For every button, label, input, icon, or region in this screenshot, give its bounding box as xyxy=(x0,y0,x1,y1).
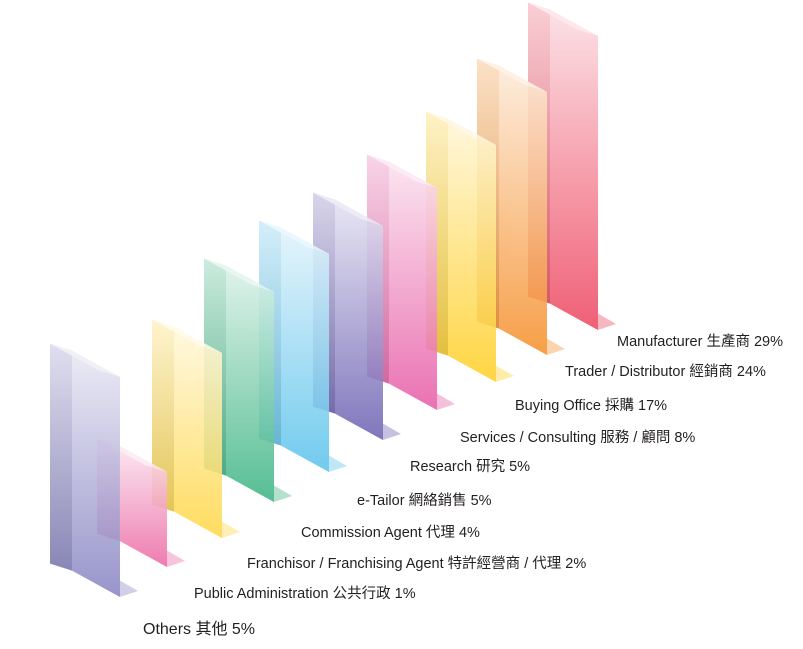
bar-front-face xyxy=(119,445,167,567)
data-label: Franchisor / Franchising Agent 特許經營商 / 代… xyxy=(247,555,586,572)
data-label: Others 其他 5% xyxy=(143,620,255,638)
labels-layer: Manufacturer 生產商 29% Trader / Distributor… xyxy=(143,333,783,638)
bar-front-face xyxy=(550,9,598,330)
bar-front-face xyxy=(335,199,383,440)
bar-front-face xyxy=(499,65,547,355)
bar-5 xyxy=(313,192,401,440)
bar-top-face xyxy=(367,154,437,188)
bar-front-face xyxy=(448,118,496,382)
data-label: Manufacturer 生產商 29% xyxy=(617,333,783,350)
bar-front-face xyxy=(226,265,274,502)
data-label: Services / Consulting 服務 / 顧問 8% xyxy=(460,429,695,446)
bar-10 xyxy=(50,343,138,597)
bar-top-face xyxy=(426,111,496,145)
bar-top-face xyxy=(528,2,598,37)
data-label: Buying Office 採購 17% xyxy=(515,397,667,414)
bar-front-face xyxy=(389,161,437,410)
bar-8 xyxy=(152,319,240,538)
data-label: Public Administration 公共行政 1% xyxy=(194,585,416,602)
bar-top-face xyxy=(259,220,329,254)
data-label: Commission Agent 代理 4% xyxy=(301,524,480,541)
bar-front-face xyxy=(174,326,222,538)
data-label: Research 研究 5% xyxy=(410,458,530,475)
bar-front-face xyxy=(281,227,329,472)
bars-layer xyxy=(50,2,616,597)
bar-top-face xyxy=(313,192,383,226)
bar-top-face xyxy=(477,58,547,92)
bar-side-face xyxy=(152,319,174,512)
bar-top-face xyxy=(204,258,274,292)
bar-front-face xyxy=(72,350,120,597)
bar-top-face xyxy=(152,319,222,353)
bar-top-face xyxy=(50,343,120,377)
data-label: Trader / Distributor 經銷商 24% xyxy=(565,363,766,380)
bar-side-face xyxy=(50,343,72,571)
data-label: e-Tailor 網絡銷售 5% xyxy=(357,492,492,509)
